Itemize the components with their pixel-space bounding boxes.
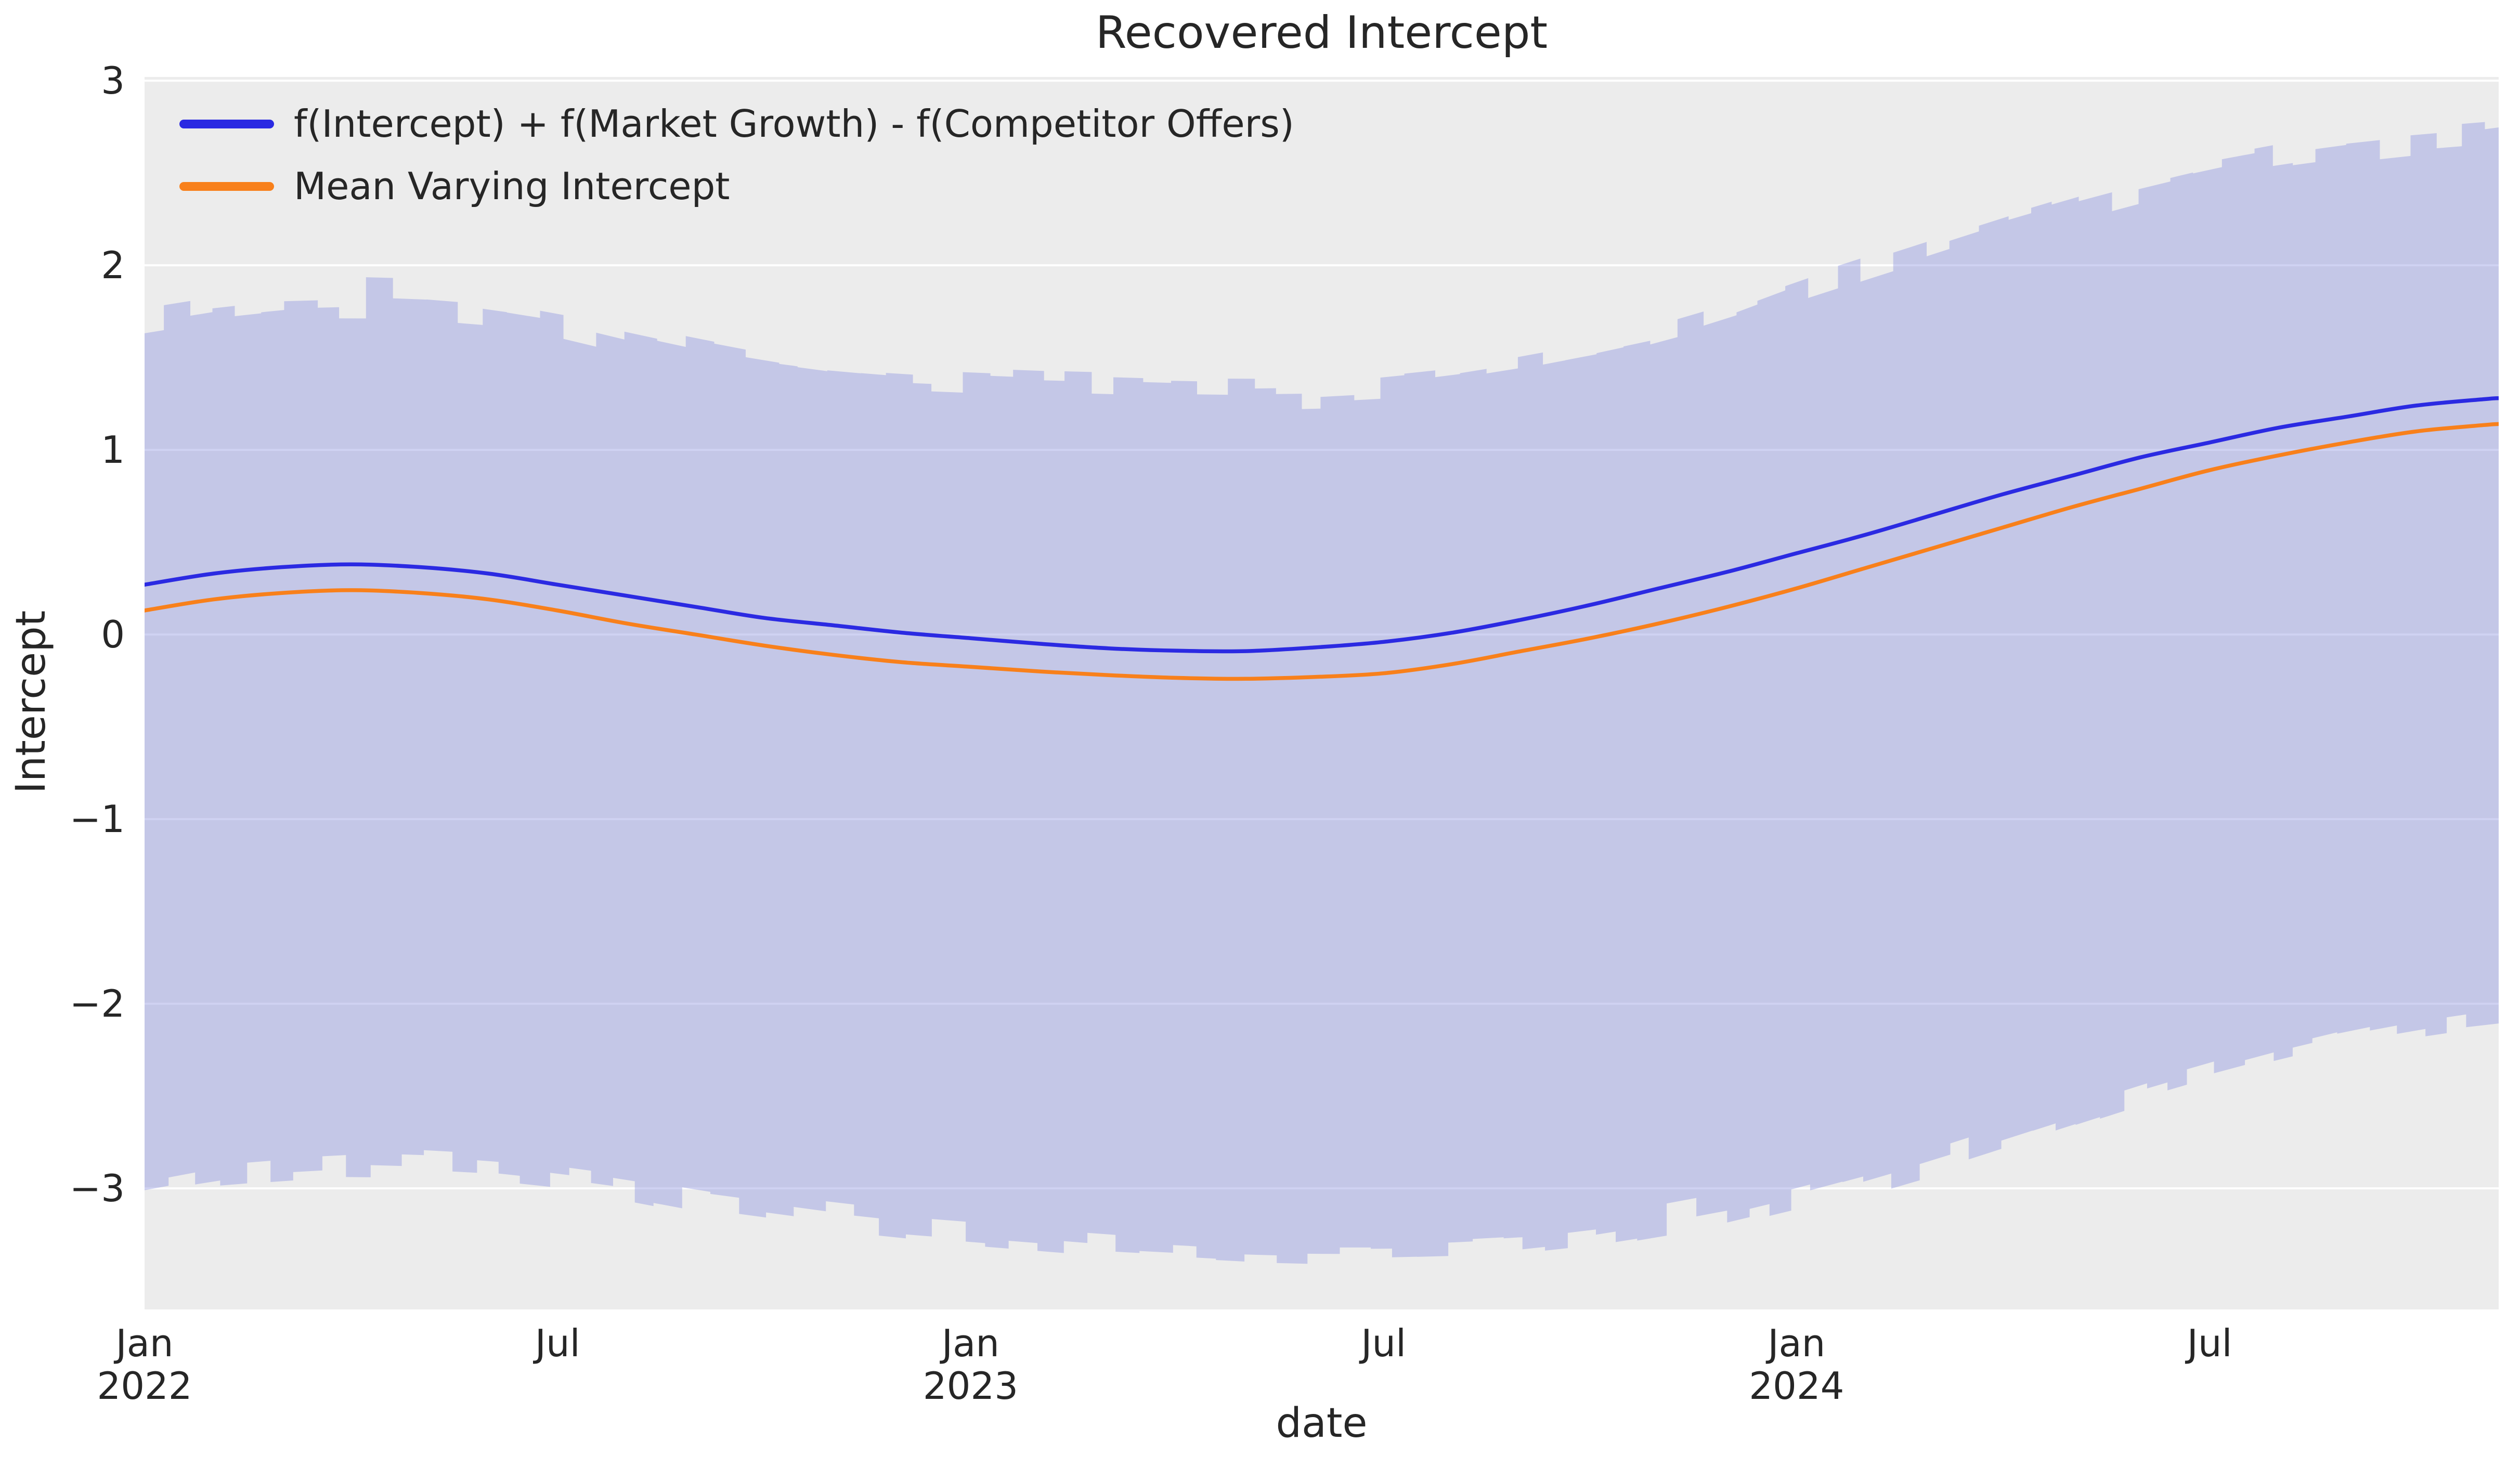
y-axis-label: Intercept xyxy=(8,610,55,794)
x-axis-label: date xyxy=(1276,1400,1368,1447)
plot-area xyxy=(145,77,2499,1309)
y-tick-label: −3 xyxy=(69,1166,125,1211)
legend-line-swatch-blue xyxy=(179,119,274,128)
y-tick-label: −2 xyxy=(69,982,125,1026)
x-tick-label: Jul xyxy=(1361,1321,1407,1365)
credible-interval-band xyxy=(145,122,2499,1264)
x-tick-label: Jul xyxy=(535,1321,580,1365)
plot-title: Recovered Intercept xyxy=(1095,7,1548,59)
x-tick-label: Jan 2023 xyxy=(923,1321,1019,1408)
x-tick-label: Jul xyxy=(2187,1321,2232,1365)
y-tick-label: 0 xyxy=(101,613,125,657)
y-tick-label: 3 xyxy=(101,59,125,103)
y-tick-label: −1 xyxy=(69,797,125,841)
legend-item: f(Intercept) + f(Market Growth) - f(Comp… xyxy=(179,100,1294,148)
legend-item: Mean Varying Intercept xyxy=(179,162,1294,210)
x-tick-label: Jan 2022 xyxy=(97,1321,192,1408)
x-tick-label: Jan 2024 xyxy=(1749,1321,1844,1408)
legend-label: f(Intercept) + f(Market Growth) - f(Comp… xyxy=(294,102,1294,146)
y-tick-label: 2 xyxy=(101,243,125,288)
legend: f(Intercept) + f(Market Growth) - f(Comp… xyxy=(179,100,1294,210)
axes-background xyxy=(145,77,2499,1309)
y-tick-label: 1 xyxy=(101,428,125,472)
legend-line-swatch-orange xyxy=(179,181,274,191)
mean-varying-intercept-line xyxy=(145,422,2499,681)
sum-of-components-line xyxy=(145,396,2499,654)
legend-label: Mean Varying Intercept xyxy=(294,164,730,208)
